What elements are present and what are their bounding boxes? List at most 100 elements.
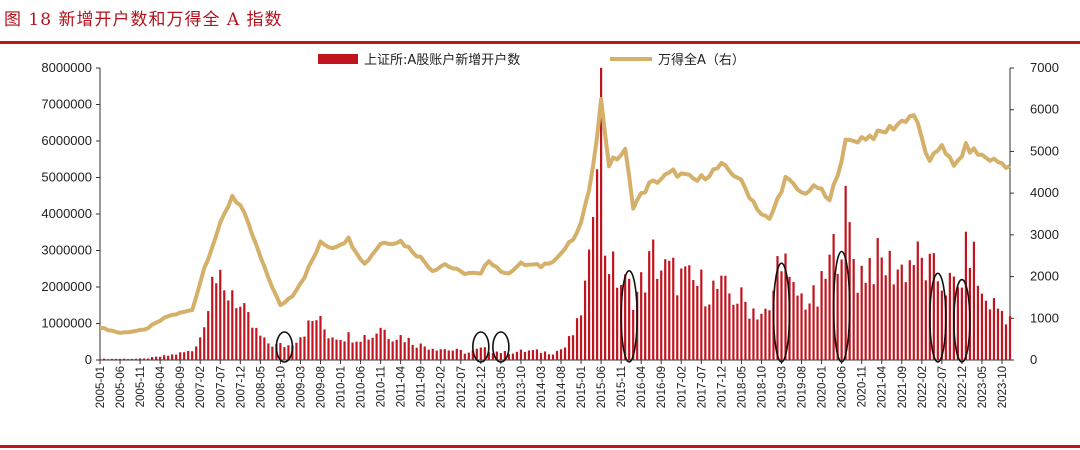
bar [363, 335, 366, 360]
bar [134, 358, 138, 360]
bar [648, 251, 651, 360]
bar [515, 351, 519, 360]
bar [752, 308, 755, 360]
bar [331, 337, 334, 360]
bar [395, 339, 398, 360]
bar [219, 269, 222, 360]
bar [796, 295, 799, 360]
bar [992, 298, 996, 360]
x-tick-label: 2015-06 [596, 366, 608, 408]
bar [748, 318, 751, 360]
bar [940, 290, 943, 360]
bar [102, 358, 106, 360]
bar [138, 358, 142, 360]
bar [527, 350, 531, 360]
bar [860, 265, 863, 360]
bar [351, 342, 354, 360]
bar [916, 241, 919, 360]
bar [672, 257, 675, 360]
bar [628, 278, 631, 360]
bar [948, 272, 951, 360]
x-tick-label: 2015-01 [576, 366, 588, 408]
bar [692, 280, 695, 360]
bar [800, 293, 803, 360]
y-left-tick-label: 4000000 [41, 206, 92, 221]
bar [187, 350, 190, 360]
index-line [99, 97, 1011, 335]
bar [587, 249, 591, 360]
bar [147, 358, 150, 360]
bar [459, 350, 462, 360]
bar [964, 231, 968, 360]
bar [319, 316, 322, 360]
bar [896, 269, 899, 360]
bar [880, 257, 883, 360]
x-tick-label: 2017-02 [676, 366, 688, 408]
bar [872, 284, 875, 360]
bar [499, 353, 502, 360]
bar [840, 259, 843, 360]
x-tick-label: 2023-10 [997, 366, 1009, 408]
bar [379, 327, 382, 360]
annotations [275, 250, 971, 363]
bar [595, 169, 599, 360]
bar [656, 278, 659, 360]
bar [407, 337, 410, 360]
bar [736, 303, 739, 360]
bar [583, 280, 587, 360]
x-tick-label: 2006-04 [155, 365, 167, 408]
bar [255, 327, 258, 360]
x-tick-label: 2012-12 [476, 366, 488, 408]
bar [287, 345, 290, 360]
bar [776, 256, 779, 360]
bar [740, 287, 743, 360]
bar [223, 290, 226, 360]
bar [495, 351, 498, 360]
bar [483, 347, 486, 360]
bar [227, 300, 230, 360]
x-tick-label: 2007-12 [235, 366, 247, 408]
y-left-tick-label: 7000000 [41, 97, 92, 112]
y-left-tick-label: 3000000 [41, 243, 92, 258]
y-left-tick-label: 8000000 [41, 60, 92, 75]
bar [824, 278, 827, 360]
highlight-ellipse [275, 331, 294, 363]
bar [956, 287, 959, 360]
bar [676, 295, 679, 360]
bar [768, 310, 771, 360]
legend-bar-swatch [318, 54, 358, 64]
bar [267, 343, 270, 360]
bar [279, 343, 282, 360]
bar [130, 358, 134, 360]
bar [892, 284, 895, 360]
bar [155, 356, 158, 360]
bar [604, 255, 607, 360]
bar [932, 253, 935, 360]
axes: 0 1000000 2000000 3000000 4000000 5000000 6000… [41, 60, 1059, 408]
x-tick-label: 2020-01 [817, 366, 829, 408]
bar [864, 282, 867, 360]
bar [411, 344, 414, 360]
bar [263, 337, 266, 360]
bar [936, 281, 939, 360]
bar [451, 350, 454, 360]
bar [567, 336, 571, 360]
bar [455, 348, 458, 360]
bar [784, 253, 787, 360]
bar [110, 358, 114, 360]
bar [876, 238, 879, 360]
x-tick-label: 2005-01 [95, 366, 107, 408]
bar [720, 275, 723, 360]
bar [359, 341, 362, 360]
bar [808, 303, 811, 360]
bar [716, 288, 719, 360]
bar [976, 285, 980, 360]
bar [98, 359, 102, 360]
bar [984, 300, 988, 360]
bar [543, 351, 547, 360]
bar [303, 336, 306, 360]
bar [471, 350, 474, 360]
x-tick-label: 2023-05 [977, 366, 989, 408]
bar [704, 306, 707, 360]
x-tick-label: 2009-08 [315, 366, 327, 408]
